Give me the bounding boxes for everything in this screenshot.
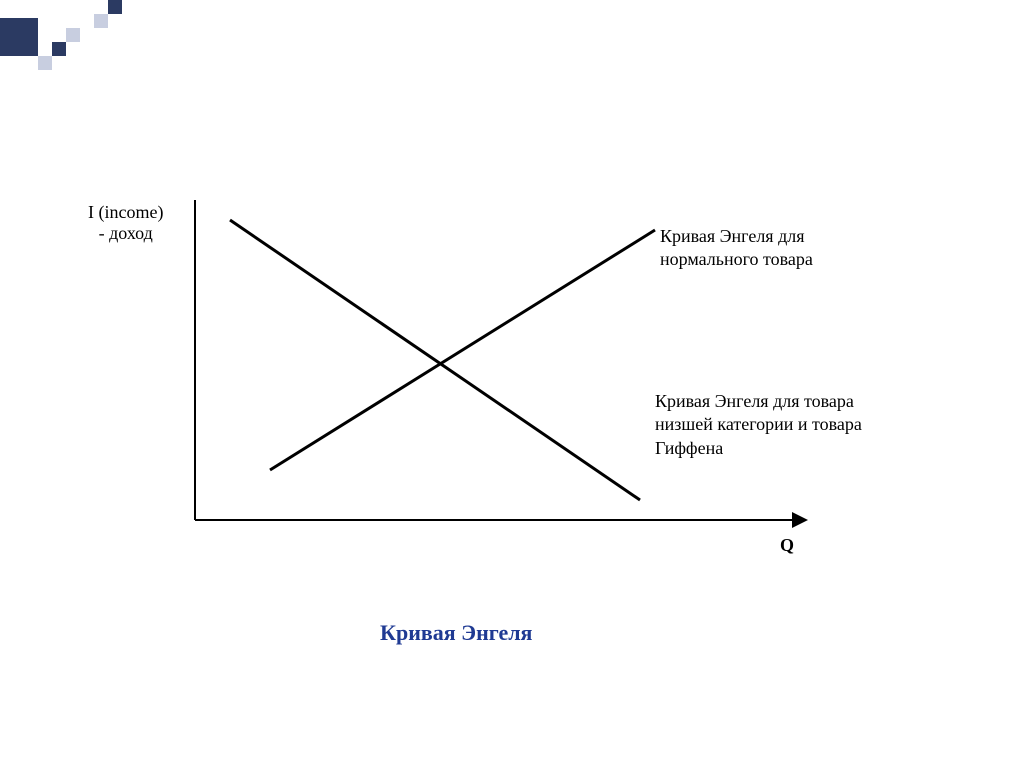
deco-square — [52, 42, 66, 56]
deco-square — [108, 0, 122, 14]
deco-square — [0, 18, 38, 56]
y-axis-label: I (income) - доход — [88, 202, 163, 244]
deco-square — [38, 56, 52, 70]
giffen-good-label: Кривая Энгеля для товара низшей категори… — [655, 390, 915, 460]
deco-square — [94, 14, 108, 28]
x-axis-label: Q — [780, 535, 794, 556]
y-axis-label-line1: I (income) — [88, 202, 163, 223]
y-axis-label-line2: - доход — [88, 223, 163, 244]
slide-corner-decoration — [0, 0, 140, 70]
chart-title: Кривая Энгеля — [380, 620, 532, 646]
engel-curve-chart: I (income) - доход Q Кривая Энгеля для н… — [100, 200, 920, 580]
deco-square — [66, 28, 80, 42]
normal-good-label: Кривая Энгеля для нормального товара — [660, 225, 880, 272]
